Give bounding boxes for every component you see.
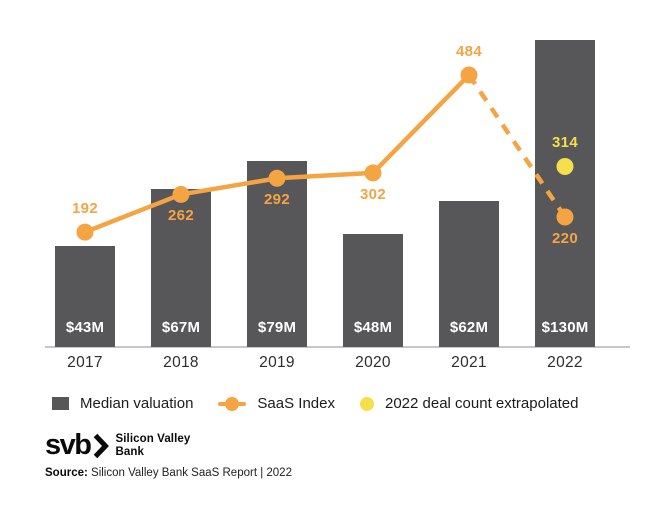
bar-2021: $62M: [439, 200, 499, 347]
source-note: Source: Silicon Valley Bank SaaS Report …: [45, 467, 292, 479]
extrapolated-dot-icon: [359, 396, 374, 411]
svb-logo: svb Silicon Valley Bank: [45, 429, 190, 461]
saas-index-value-label-2020: 302: [360, 185, 386, 203]
bar-2022: $130M: [535, 40, 595, 347]
bar-2020: $48M: [343, 233, 403, 347]
saas-index-point-2020: [364, 164, 382, 182]
saas-index-point-2021: [460, 66, 478, 84]
source-text: Silicon Valley Bank SaaS Report | 2022: [87, 467, 292, 479]
x-axis-label-2017: 2017: [67, 354, 103, 371]
saas-index-value-label-2022: 220: [552, 230, 578, 248]
legend-item-saas-index: SaaS Index: [218, 395, 335, 412]
saas-index-value-label-2021: 484: [456, 43, 482, 60]
bar-2017: $43M: [55, 245, 115, 347]
bar-2019: $79M: [247, 160, 307, 347]
median-valuation-swatch-icon: [52, 397, 69, 410]
legend-label-deal-count-extrapolated: 2022 deal count extrapolated: [384, 395, 579, 412]
x-axis-line: [45, 346, 630, 348]
bar-value-label-2022: $130M: [541, 318, 589, 336]
legend-item-median-valuation: Median valuation: [52, 395, 193, 412]
svb-logo-name-line2: Bank: [115, 445, 145, 458]
svb-logo-text: svb: [45, 429, 92, 461]
bar-value-label-2020: $48M: [353, 318, 393, 336]
svb-logo-name-line1: Silicon Valley: [115, 433, 191, 445]
x-axis-label-2020: 2020: [355, 354, 391, 371]
saas-index-value-label-2017: 192: [72, 200, 98, 218]
x-axis-label-2018: 2018: [163, 354, 199, 371]
legend-label-median-valuation: Median valuation: [80, 395, 194, 412]
bar-value-label-2019: $79M: [257, 318, 297, 336]
saas-index-dot-icon: [225, 396, 240, 411]
x-axis-label-2021: 2021: [451, 354, 487, 371]
legend: Median valuation SaaS Index 2022 deal co…: [52, 395, 578, 412]
bar-value-label-2017: $43M: [65, 318, 105, 336]
saas-index-value-label-2018: 262: [168, 207, 194, 225]
legend-label-saas-index: SaaS Index: [257, 395, 335, 412]
legend-item-deal-count-extrapolated: 2022 deal count extrapolated: [359, 395, 579, 412]
bar-value-label-2021: $62M: [449, 318, 489, 336]
x-axis-label-2022: 2022: [547, 354, 583, 371]
bar-value-label-2018: $67M: [161, 318, 201, 336]
svb-logo-name: Silicon Valley Bank: [115, 433, 190, 458]
saas-index-value-label-2019: 292: [264, 191, 290, 209]
source-label: Source:: [45, 467, 88, 479]
saas-index-marker-icon: [218, 396, 247, 411]
extrapolated-value-label: 314: [552, 134, 578, 152]
svb-chevron-icon: [94, 433, 110, 459]
saas-index-point-2017: [76, 223, 94, 241]
x-axis-label-2019: 2019: [259, 354, 295, 371]
